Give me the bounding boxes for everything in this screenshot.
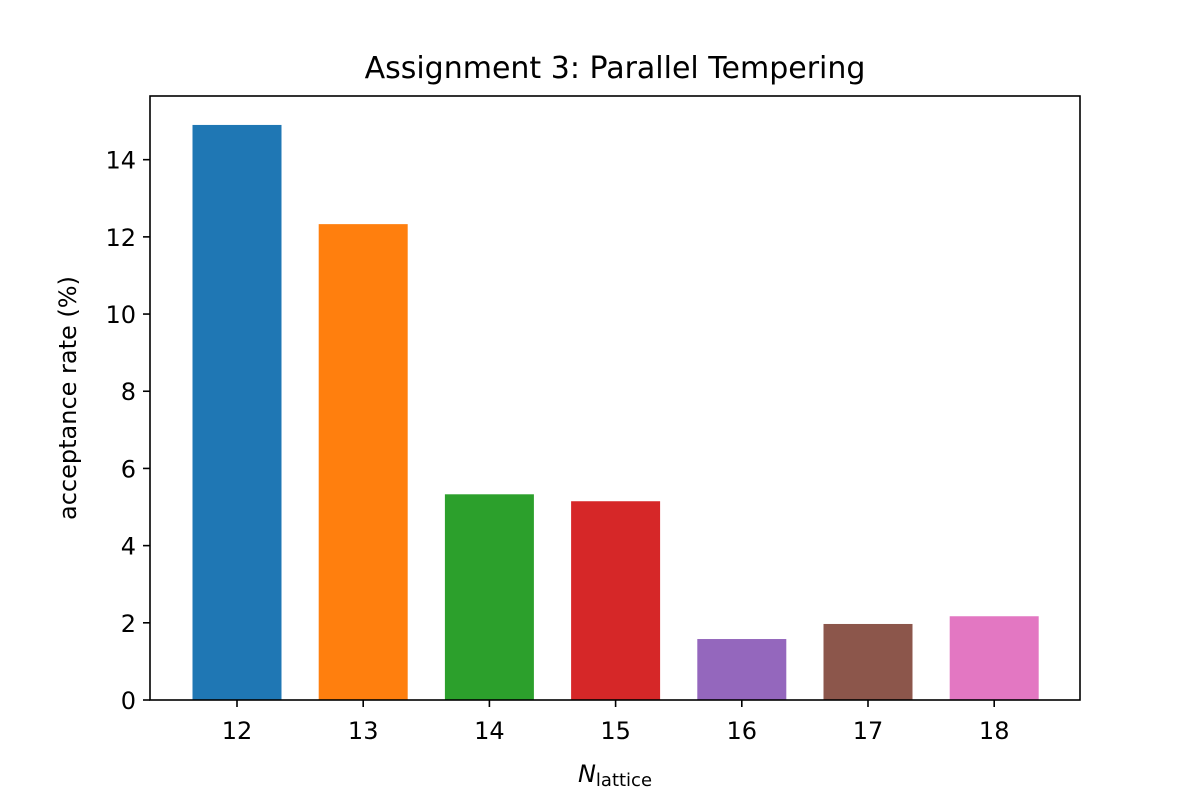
chart-title: Assignment 3: Parallel Tempering [365,51,866,86]
x-tick-label: 18 [979,717,1010,745]
x-axis-ticks: 12 13 14 15 16 17 18 [222,700,1010,745]
bar-15 [571,501,661,700]
x-tick-label: 17 [853,717,884,745]
x-axis-label-main: N [578,760,596,788]
x-tick-label: 15 [600,717,631,745]
y-tick-label: 4 [121,533,136,561]
x-tick-label: 12 [222,717,253,745]
y-axis-ticks: 0 2 4 6 8 10 12 14 [105,147,150,715]
bar-17 [823,623,913,700]
y-tick-label: 8 [121,378,136,406]
x-tick-label: 16 [727,717,758,745]
y-tick-label: 10 [105,301,136,329]
x-axis-label-sub: lattice [596,770,652,791]
plot-frame [149,95,1081,701]
y-tick-label: 6 [121,455,136,483]
bar-16 [697,639,787,700]
x-tick-label: 14 [474,717,505,745]
y-axis-label: acceptance rate (%) [54,276,82,520]
y-tick-label: 2 [121,610,136,638]
bars-group [192,124,1039,701]
x-axis-label: Nlattice [578,760,652,791]
bar-13 [318,224,408,700]
y-tick-label: 12 [105,224,136,252]
x-tick-label: 13 [348,717,379,745]
bar-14 [444,494,534,700]
bar-18 [949,616,1039,700]
bar-12 [192,124,282,701]
y-tick-label: 0 [121,687,136,715]
y-tick-label: 14 [105,147,136,175]
